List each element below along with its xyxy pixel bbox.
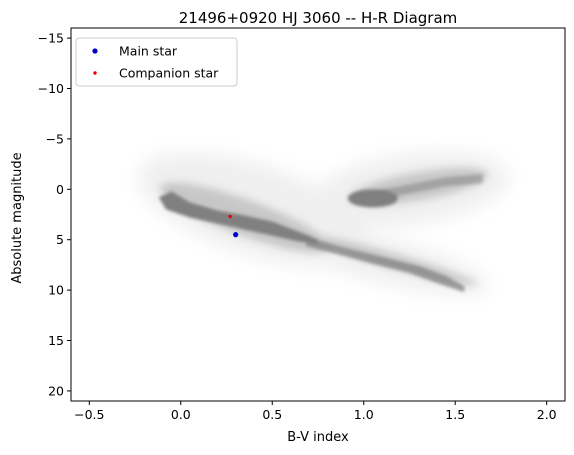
- legend-box: [75, 37, 238, 87]
- x-tick-label: 1.0: [354, 407, 374, 422]
- y-axis-label: Absolute magnitude: [10, 152, 25, 283]
- chart-title: 21496+0920 HJ 3060 -- H-R Diagram: [179, 9, 458, 27]
- y-axis: −15 −10 −5 0 5 10 15 20: [38, 31, 71, 398]
- lower-main-sequence: [305, 237, 465, 293]
- x-tick-label: 2.0: [537, 407, 557, 422]
- background-dense: [158, 174, 483, 293]
- background-stars-cloud: [138, 151, 509, 294]
- y-tick-label: 15: [48, 333, 64, 348]
- y-tick-label: −15: [38, 31, 64, 46]
- y-tick-label: 5: [56, 232, 64, 247]
- legend-companion-star-label: Companion star: [119, 66, 219, 81]
- x-tick-label: 0.5: [262, 407, 282, 422]
- main-star-point: [233, 232, 239, 238]
- x-axis: −0.5 0.0 0.5 1.0 1.5 2.0: [74, 401, 557, 422]
- legend-main-star-marker: [92, 48, 98, 54]
- companion-star-point: [228, 214, 232, 219]
- y-tick-label: 0: [56, 182, 64, 197]
- series-layer: [228, 214, 239, 238]
- y-tick-label: 20: [48, 383, 64, 398]
- giant-branch: [354, 174, 483, 206]
- main-sequence-band: [158, 191, 318, 244]
- legend: Main star Companion star: [75, 37, 238, 87]
- x-tick-label: 1.5: [445, 407, 465, 422]
- legend-companion-star-marker: [93, 71, 97, 75]
- x-axis-label: B-V index: [287, 430, 349, 445]
- x-tick-label: 0.0: [171, 407, 191, 422]
- plot-frame: [70, 27, 566, 402]
- x-tick-label: −0.5: [74, 407, 104, 422]
- plot-area: [138, 151, 509, 294]
- y-tick-label: 10: [48, 283, 64, 298]
- legend-main-star-label: Main star: [119, 44, 178, 59]
- y-tick-label: −10: [38, 81, 64, 96]
- y-tick-label: −5: [46, 131, 64, 146]
